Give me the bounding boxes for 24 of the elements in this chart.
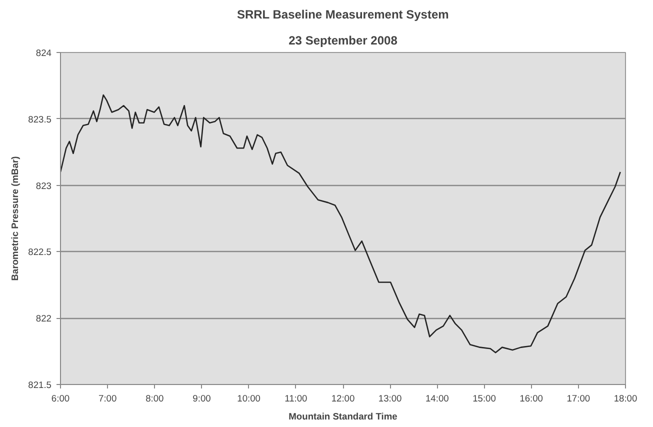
x-tick-label: 13:00	[378, 394, 402, 404]
y-tick-label: 823	[36, 180, 52, 191]
x-tick-label: 16:00	[520, 394, 544, 404]
x-tick-label: 11:00	[284, 394, 308, 404]
x-tick-label: 8:00	[146, 394, 164, 404]
y-tick-label: 824	[36, 48, 52, 58]
x-tick-label: 17:00	[566, 394, 590, 404]
x-tick-label: 9:00	[192, 394, 211, 404]
x-tick-label: 14:00	[425, 394, 449, 404]
x-tick-label: 7:00	[98, 394, 117, 404]
y-tick-label: 822	[36, 314, 52, 324]
y-tick-label: 822.5	[28, 247, 52, 258]
x-tick-label: 18:00	[614, 394, 638, 404]
y-tick-label: 821.5	[28, 380, 52, 390]
x-tick-label: 10:00	[237, 394, 261, 404]
y-axis-title: Barometric Pressure (mBar)	[10, 156, 20, 281]
x-axis-title: Mountain Standard Time	[288, 412, 398, 422]
line-series	[60, 94, 621, 354]
x-tick-label: 6:00	[51, 394, 70, 404]
y-tick-label: 823.5	[28, 114, 52, 124]
x-tick-label: 15:00	[472, 394, 496, 404]
chart-subtitle: 23 September 2008	[288, 34, 398, 48]
chart-title: SRRL Baseline Measurement System	[236, 8, 449, 22]
x-tick-label: 12:00	[331, 394, 355, 404]
